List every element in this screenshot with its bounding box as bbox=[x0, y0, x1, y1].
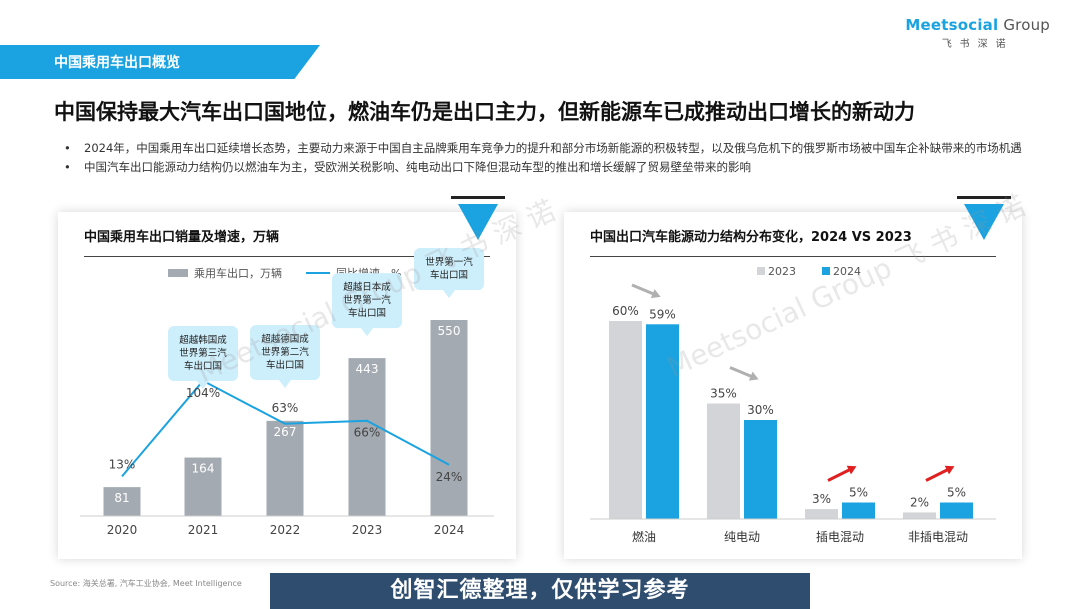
callout-text: 世界第三汽 bbox=[179, 347, 227, 359]
section-header-bar: 中国乘用车出口概览 bbox=[0, 45, 320, 79]
x-tick-label: 2021 bbox=[188, 523, 219, 537]
callout-text: 世界第一汽 bbox=[425, 256, 473, 268]
bar-2023-纯电动 bbox=[707, 404, 740, 520]
x-tick-label: 2022 bbox=[270, 523, 301, 537]
x-tick-label: 纯电动 bbox=[724, 530, 760, 544]
callout-text: 超越德国成 bbox=[261, 333, 309, 345]
x-tick-label: 2024 bbox=[434, 523, 465, 537]
growth-value-label: 66% bbox=[354, 426, 381, 440]
brand-logo: Meetsocial Group 飞书深诺 bbox=[905, 16, 1050, 50]
bullet-list: 2024年，中国乘用车出口延续增长态势，主要动力来源于中国自主品牌乘用车竞争力的… bbox=[54, 139, 1034, 177]
bar-value-label: 5% bbox=[947, 486, 966, 500]
legend-label-bars: 乘用车出口，万辆 bbox=[194, 266, 282, 280]
bar-value-label: 60% bbox=[612, 304, 639, 318]
callout-text: 世界第一汽 bbox=[343, 294, 391, 306]
bar-value-label: 35% bbox=[710, 387, 737, 401]
trend-arrow-up bbox=[926, 469, 950, 481]
section-label: 中国乘用车出口概览 bbox=[54, 52, 180, 72]
callout-pointer bbox=[279, 380, 291, 388]
callout-pointer bbox=[443, 290, 455, 298]
x-tick-label: 非插电混动 bbox=[908, 530, 968, 544]
bar-2024-非插电混动 bbox=[940, 503, 973, 520]
callout-text: 车出口国 bbox=[348, 307, 386, 319]
logo-sub: 飞书深诺 bbox=[905, 35, 1050, 50]
bar-value-label: 267 bbox=[274, 425, 297, 439]
trend-arrow-up bbox=[828, 469, 852, 481]
x-tick-label: 2020 bbox=[107, 523, 138, 537]
legend-swatch-2024 bbox=[822, 267, 830, 275]
bar-2023-燃油 bbox=[609, 321, 642, 519]
bullet-item: 中国汽车出口能源动力结构仍以燃油车为主，受欧洲关税影响、纯电动出口下降但混动车型… bbox=[54, 158, 1034, 177]
x-tick-label: 燃油 bbox=[632, 529, 656, 544]
bar-value-label: 30% bbox=[747, 403, 774, 417]
callout-text: 超越韩国成 bbox=[179, 334, 227, 346]
bar-value-label: 59% bbox=[649, 307, 676, 321]
bar-value-label: 164 bbox=[192, 462, 215, 476]
export-volume-card: 中国乘用车出口销量及增速，万辆 乘用车出口，万辆同比增速，%8120201642… bbox=[58, 212, 516, 559]
bar-value-label: 3% bbox=[812, 492, 831, 506]
bar-2024-纯电动 bbox=[744, 420, 777, 519]
logo-group: Group bbox=[1003, 16, 1050, 34]
callout-text: 超越日本成 bbox=[343, 281, 391, 293]
source-note: Source: 海关总署, 汽车工业协会, Meet Intelligence bbox=[50, 578, 242, 589]
callout-pointer bbox=[361, 328, 373, 336]
bar-value-label: 5% bbox=[849, 486, 868, 500]
bar-value-label: 443 bbox=[356, 362, 379, 376]
export-volume-chart: 乘用车出口，万辆同比增速，%81202016420212672022443202… bbox=[58, 212, 516, 559]
bottom-banner: 创智汇德整理，仅供学习参考 bbox=[270, 573, 810, 609]
bar-value-label: 81 bbox=[114, 491, 129, 505]
x-tick-label: 2023 bbox=[352, 523, 383, 537]
page-title: 中国保持最大汽车出口国地位，燃油车仍是出口主力，但新能源车已成推动出口增长的新动… bbox=[54, 96, 915, 126]
bar-2024-插电混动 bbox=[842, 503, 875, 520]
bar-2023-插电混动 bbox=[805, 509, 838, 519]
legend-swatch-2023 bbox=[757, 267, 765, 275]
legend-label-2023: 2023 bbox=[768, 265, 796, 278]
bullet-item: 2024年，中国乘用车出口延续增长态势，主要动力来源于中国自主品牌乘用车竞争力的… bbox=[54, 139, 1034, 158]
callout-text: 车出口国 bbox=[266, 359, 304, 371]
callout-box bbox=[414, 248, 484, 290]
callout-text: 车出口国 bbox=[184, 360, 222, 372]
trend-arrow-down bbox=[632, 285, 656, 295]
legend-label-2024: 2024 bbox=[833, 265, 861, 278]
logo-main: Meetsocial bbox=[905, 16, 998, 34]
bar-value-label: 2% bbox=[910, 495, 929, 509]
trend-arrow-down bbox=[730, 368, 754, 378]
growth-value-label: 63% bbox=[272, 401, 299, 415]
bar-2024 bbox=[431, 320, 468, 516]
growth-value-label: 24% bbox=[436, 470, 463, 484]
callout-text: 世界第二汽 bbox=[261, 346, 309, 358]
bar-2023-非插电混动 bbox=[903, 512, 936, 519]
legend-swatch-bars bbox=[168, 269, 188, 277]
energy-structure-chart: 2023 2024 60% 59% 燃油 35% 30% 纯电动 3% 5% 插电混动 2% 5% 非插电… bbox=[564, 212, 1022, 559]
growth-value-label: 13% bbox=[109, 457, 136, 471]
x-tick-label: 插电混动 bbox=[816, 530, 864, 544]
bar-value-label: 550 bbox=[438, 324, 461, 338]
bar-2024-燃油 bbox=[646, 324, 679, 519]
callout-text: 车出口国 bbox=[430, 269, 468, 281]
